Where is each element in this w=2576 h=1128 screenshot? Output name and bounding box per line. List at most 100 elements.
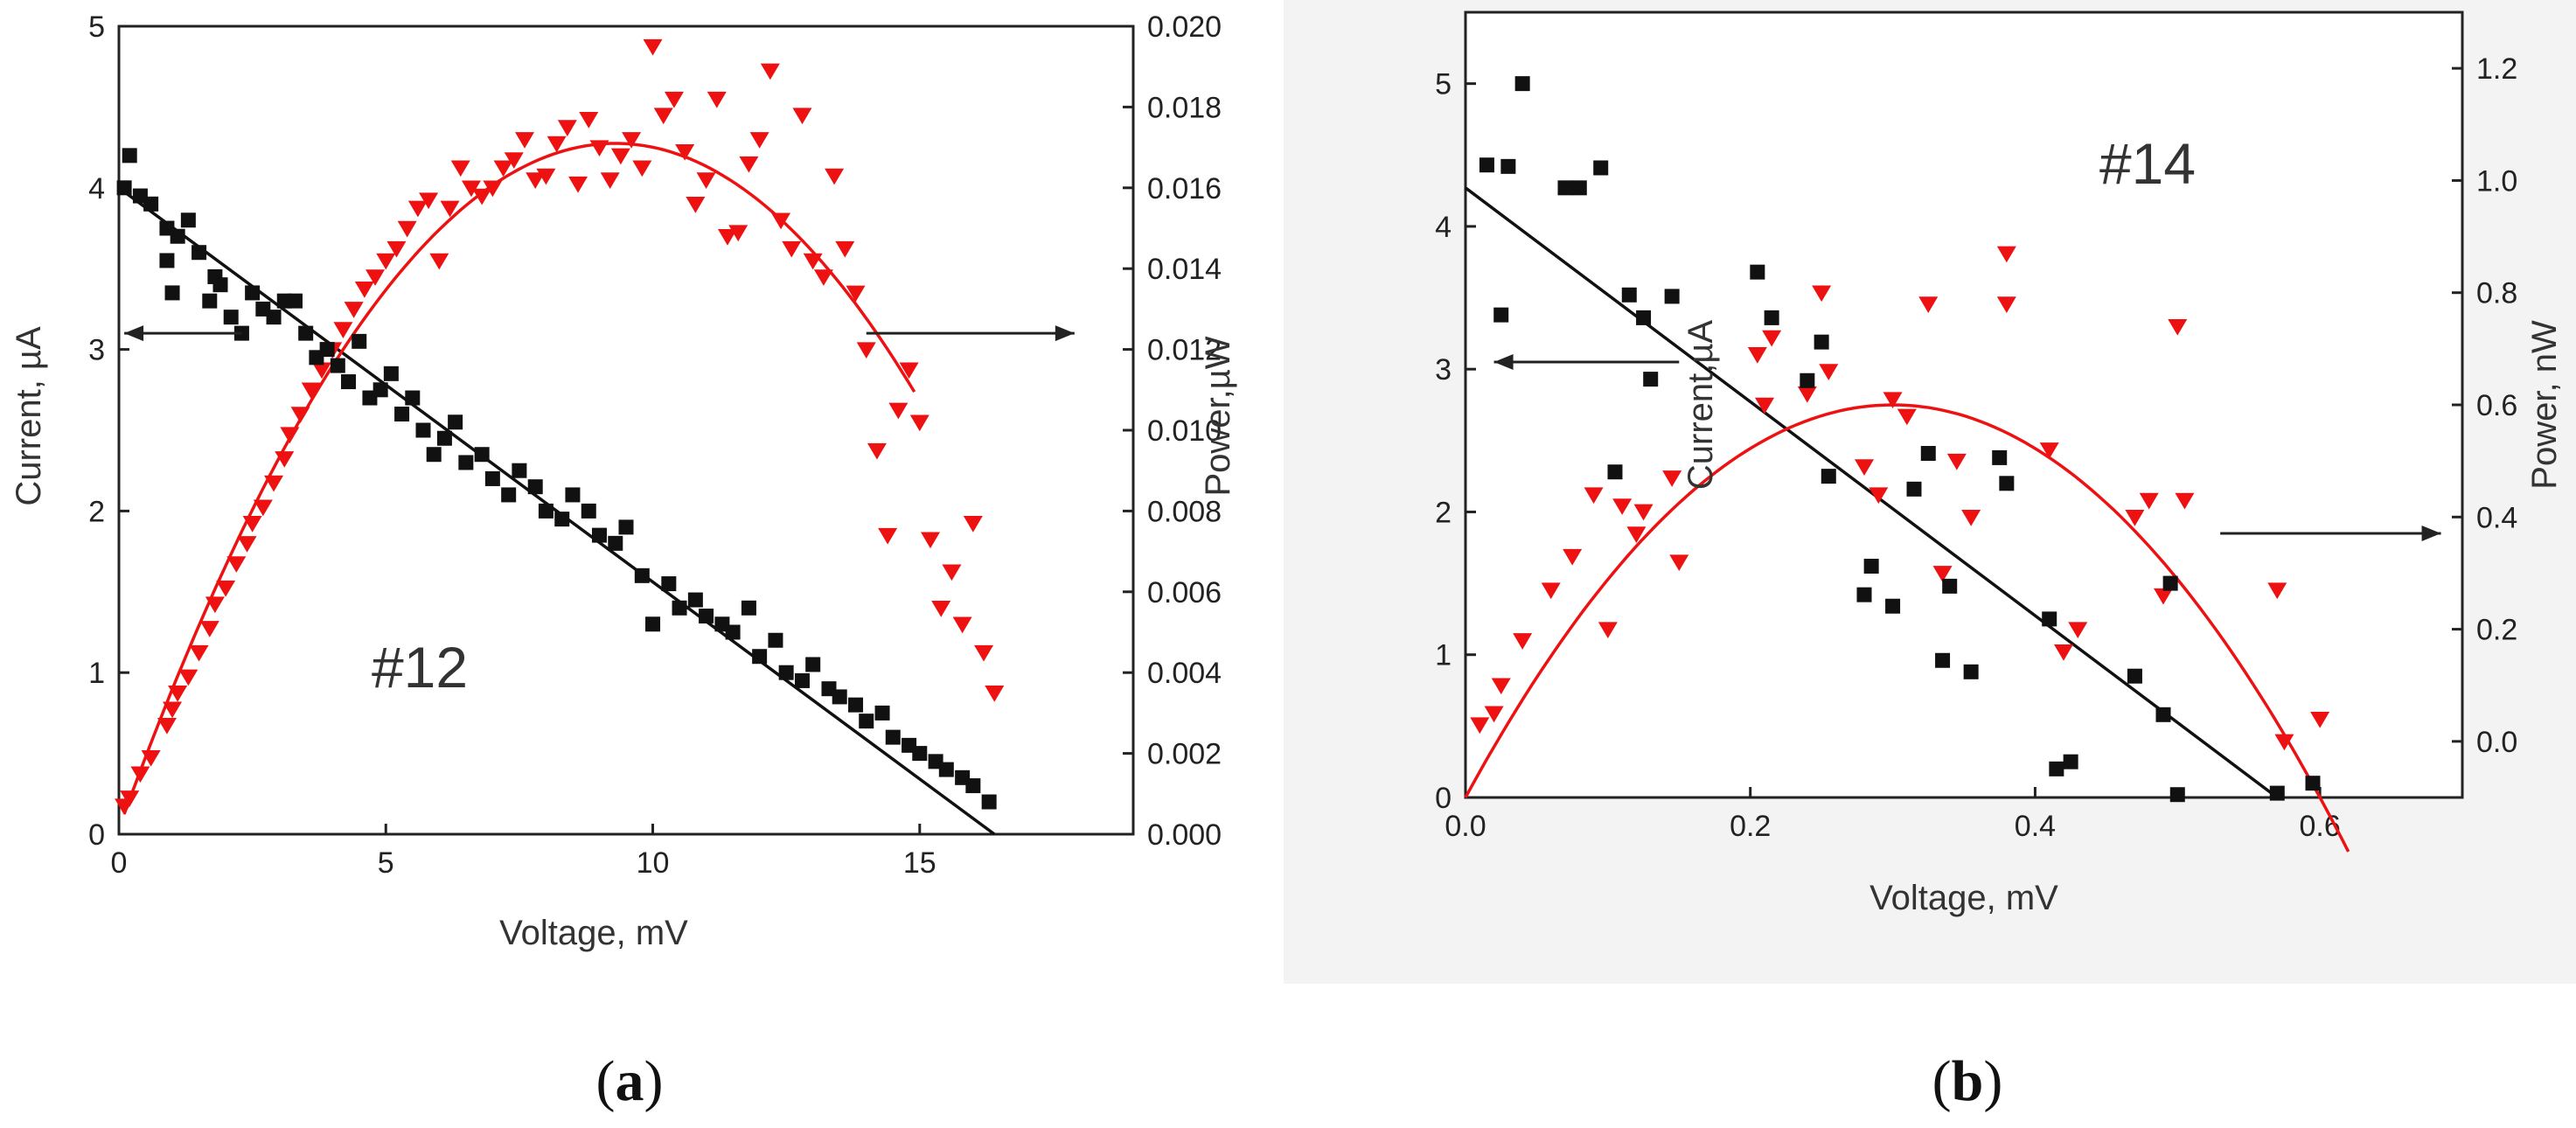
panel-b-current-point <box>2269 785 2285 801</box>
panel-a-current-point <box>859 714 874 729</box>
panel-a-current-point <box>645 616 661 632</box>
panel-a-power-point <box>407 200 428 218</box>
panel-b-caption-letter: b <box>1952 1049 1984 1113</box>
panel-b-ytick-left-label: 4 <box>1435 211 1452 244</box>
panel-a-power-point <box>354 282 374 298</box>
panel-a-power-point <box>909 414 929 432</box>
panel-b-power-point <box>2054 644 2073 661</box>
panel-a-power-point <box>264 475 284 492</box>
panel-b-current-point <box>2127 668 2142 684</box>
panel-a-current-point <box>245 285 261 301</box>
panel-b-ytick-right-label: 0.8 <box>2476 277 2517 310</box>
panel-a-ytick-right-label: 0.020 <box>1147 10 1222 44</box>
panel-b-ytick-left-label: 2 <box>1435 496 1452 529</box>
panel-a-current-point <box>212 277 228 293</box>
panel-b-power-point <box>1747 347 1767 364</box>
panel-a-caption: (a) <box>596 1049 664 1113</box>
panel-a-current-point <box>405 390 421 406</box>
panel-b-power-point <box>1513 633 1533 650</box>
panel-b-current-point <box>1514 76 1530 92</box>
panel-b-power-point <box>2139 492 2159 510</box>
panel-b-power-point <box>1584 487 1604 505</box>
panel-a-axes: 0 5 10 15 0 1 2 3 4 5 0.000 0.002 0.004 0.006 0.008 0.0… <box>88 10 1222 880</box>
panel-a-current-point <box>661 576 677 592</box>
panel-b-ytick-left-label: 1 <box>1435 639 1452 672</box>
panel-a-current-point <box>672 600 687 616</box>
panel-a-power-point <box>472 188 492 205</box>
panel-a-current-point <box>436 430 452 446</box>
panel-b-ytick-left-label: 3 <box>1435 353 1452 386</box>
panel-a-power-point <box>846 285 866 303</box>
panel-a-power-point <box>707 91 727 108</box>
panel-a-power-point <box>199 621 219 637</box>
panel-a-current-point <box>202 293 218 309</box>
panel-a-power-point <box>237 536 257 553</box>
panel-b-ylabel-right: Power, nW <box>2525 320 2564 490</box>
panel-b-current-point <box>1607 464 1623 480</box>
panel-a-power-point <box>803 253 823 270</box>
panel-b-current-point <box>2049 761 2064 776</box>
panel-a-power-point <box>867 442 887 460</box>
panel-b-current-point <box>1500 158 1516 174</box>
panel-b-ytick-right-label: 0.0 <box>2476 726 2517 759</box>
panel-b-current-point <box>2155 707 2171 722</box>
panel-b-current-point <box>1621 287 1637 303</box>
panel-b-current-point <box>1643 372 1659 387</box>
panel-a-power-point <box>600 172 620 190</box>
panel-a-power-point <box>120 790 140 807</box>
panel-b-current-point <box>1863 558 1879 574</box>
panel-a-ytick-left-label: 0 <box>88 818 105 852</box>
panel-b: 0.0 0.2 0.4 0.60123450.00.20.40.60.81.01.2 … <box>1435 10 2564 1113</box>
panel-b-xlabel: Voltage, mV <box>1869 879 2058 917</box>
panel-b-power-point <box>1762 330 1782 347</box>
panel-a-power-point <box>189 644 209 662</box>
panel-a-plot-frame <box>117 24 1135 836</box>
panel-b-ytick-right-label: 0.4 <box>2476 501 2517 534</box>
panel-b-current-point <box>1935 652 1951 668</box>
panel-a-power-point <box>771 212 791 230</box>
panel-a-power-point <box>450 160 470 178</box>
panel-b-power-point <box>2068 622 2088 639</box>
panel-a-current-point <box>805 657 821 672</box>
panel-a-current-point <box>832 689 847 705</box>
panel-b-ytick-right-label: 0.6 <box>2476 389 2517 422</box>
panel-a-ytick-left-label: 5 <box>88 10 105 44</box>
panel-a-power-point <box>344 302 364 318</box>
panel-b-fits <box>1464 186 2350 853</box>
panel-b-annotation: #14 <box>2099 131 2196 196</box>
panel-b-current-point <box>2063 754 2078 769</box>
panel-a-current-point <box>591 527 607 543</box>
panel-b-current-point <box>1999 476 2015 491</box>
panel-a-power-point <box>216 580 236 597</box>
panel-a-current-point <box>581 503 596 519</box>
panel-b-power-point <box>1563 548 1583 566</box>
panel-b-caption: (b) <box>1932 1049 2003 1113</box>
panel-b-ytick-right-label: 0.2 <box>2476 614 2517 647</box>
panel-a-power-point <box>696 172 716 190</box>
panel-a-power-point <box>835 240 855 258</box>
panel-a-current-point <box>116 180 132 196</box>
panel-a-power-point <box>792 108 812 125</box>
panel-b-power-point <box>1541 582 1561 600</box>
panel-a-ytick-right-label: 0.006 <box>1147 576 1222 609</box>
panel-a-power-point <box>290 407 310 423</box>
panel-b-current-point <box>1593 160 1609 176</box>
panel-a-power-point <box>931 601 951 617</box>
panel-a-current-point <box>608 535 623 551</box>
panel-b-current-point <box>1856 587 1872 602</box>
panel-a-current-point <box>874 705 890 721</box>
panel-a-power-point <box>312 362 331 379</box>
panel-a-power-point <box>760 63 780 80</box>
panel-a-power-point <box>205 596 225 614</box>
panel-a-current-point <box>484 470 500 486</box>
panel-a-current-point <box>170 228 185 244</box>
panel-a-power-point <box>921 532 940 549</box>
panel-a-power-point <box>739 156 759 173</box>
panel-a-current-point <box>415 422 431 438</box>
panel-a-power-point <box>397 220 417 238</box>
panel-b-power-point <box>2175 492 2195 510</box>
panel-a-power-point <box>878 527 898 545</box>
panel-b-power-point <box>1633 504 1654 521</box>
panel-a-power-point <box>493 160 513 178</box>
